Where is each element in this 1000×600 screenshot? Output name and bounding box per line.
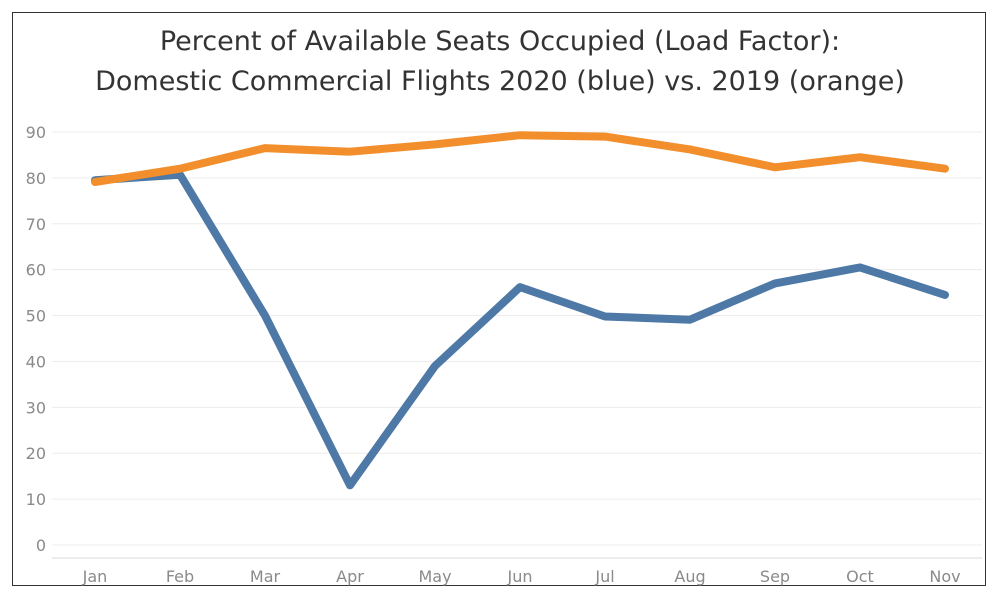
chart-title-line-1: Percent of Available Seats Occupied (Loa…	[159, 26, 841, 57]
chart-title-line-2: Domestic Commercial Flights 2020 (blue) …	[95, 66, 905, 97]
x-tick-label-mar: Mar	[250, 567, 281, 586]
x-tick-label-aug: Aug	[674, 567, 705, 586]
series-line-blue	[91, 170, 949, 490]
y-tick-label: 20	[26, 444, 46, 463]
y-tick-label: 10	[26, 490, 46, 509]
chart-frame	[12, 12, 986, 586]
y-tick-label: 40	[26, 352, 46, 371]
x-tick-label-may: May	[418, 567, 451, 586]
x-tick-label-nov: Nov	[929, 567, 960, 586]
y-tick-label: 70	[26, 215, 46, 234]
x-tick-label-sep: Sep	[760, 567, 790, 586]
y-tick-label: 0	[36, 536, 46, 555]
x-tick-label-jan: Jan	[82, 567, 108, 586]
chart-title: Percent of Available Seats Occupied (Loa…	[0, 22, 1000, 102]
x-tick-label-oct: Oct	[846, 567, 874, 586]
y-tick-label: 80	[26, 169, 46, 188]
x-tick-label-feb: Feb	[166, 567, 194, 586]
y-tick-label: 90	[26, 123, 46, 142]
series-layer	[91, 131, 949, 490]
series-line-orange	[91, 131, 949, 186]
x-tick-label-apr: Apr	[336, 567, 364, 586]
axis-layer: 0 10 20 30 40 50 60 70 80 90 Jan Feb Mar Apr May Jun Jul…	[26, 123, 982, 586]
y-tick-label: 50	[26, 307, 46, 326]
y-tick-label: 60	[26, 261, 46, 280]
y-tick-label: 30	[26, 398, 46, 417]
x-tick-label-jul: Jul	[594, 567, 614, 586]
x-tick-label-jun: Jun	[507, 567, 533, 586]
